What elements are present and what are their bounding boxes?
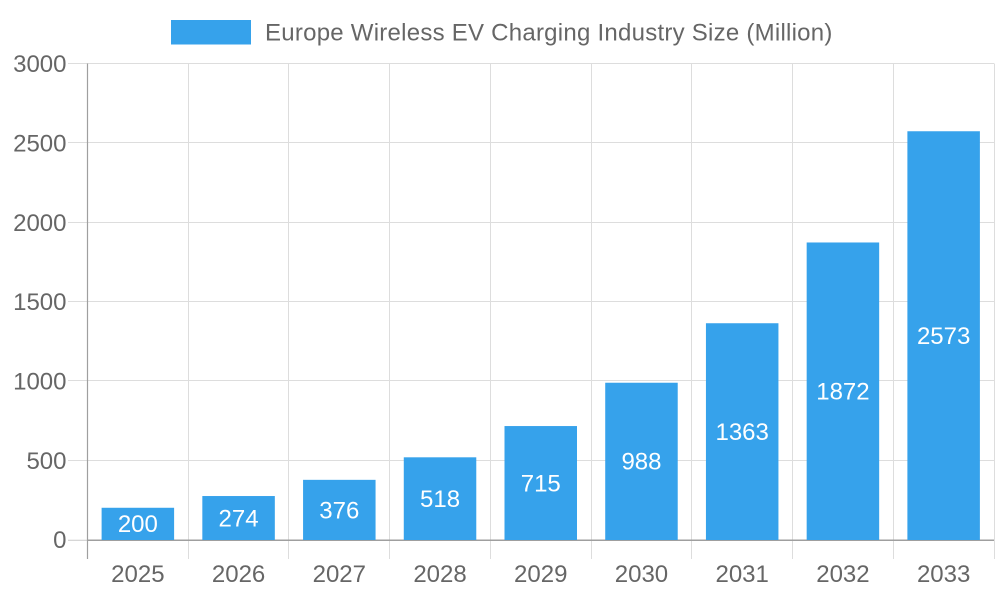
svg-text:988: 988 xyxy=(621,449,661,476)
svg-text:376: 376 xyxy=(319,497,359,524)
svg-text:2028: 2028 xyxy=(413,561,466,588)
svg-text:2025: 2025 xyxy=(111,561,164,588)
svg-text:500: 500 xyxy=(26,448,66,475)
svg-text:2029: 2029 xyxy=(514,561,567,588)
svg-text:2027: 2027 xyxy=(313,561,366,588)
svg-text:1363: 1363 xyxy=(715,419,768,446)
svg-text:2031: 2031 xyxy=(715,561,768,588)
svg-text:2033: 2033 xyxy=(917,561,970,588)
svg-text:1872: 1872 xyxy=(816,379,869,406)
svg-text:518: 518 xyxy=(420,486,460,513)
svg-text:200: 200 xyxy=(118,511,158,538)
svg-text:3000: 3000 xyxy=(13,51,66,78)
svg-text:2500: 2500 xyxy=(13,130,66,157)
svg-text:274: 274 xyxy=(219,505,259,532)
svg-text:0: 0 xyxy=(53,527,66,554)
svg-text:1500: 1500 xyxy=(13,289,66,316)
svg-text:2030: 2030 xyxy=(615,561,668,588)
svg-text:715: 715 xyxy=(521,470,561,497)
svg-text:2000: 2000 xyxy=(13,210,66,237)
svg-text:2032: 2032 xyxy=(816,561,869,588)
svg-text:Europe Wireless EV Charging In: Europe Wireless EV Charging Industry Siz… xyxy=(265,20,833,47)
svg-text:2026: 2026 xyxy=(212,561,265,588)
svg-text:1000: 1000 xyxy=(13,368,66,395)
svg-text:2573: 2573 xyxy=(917,323,970,350)
